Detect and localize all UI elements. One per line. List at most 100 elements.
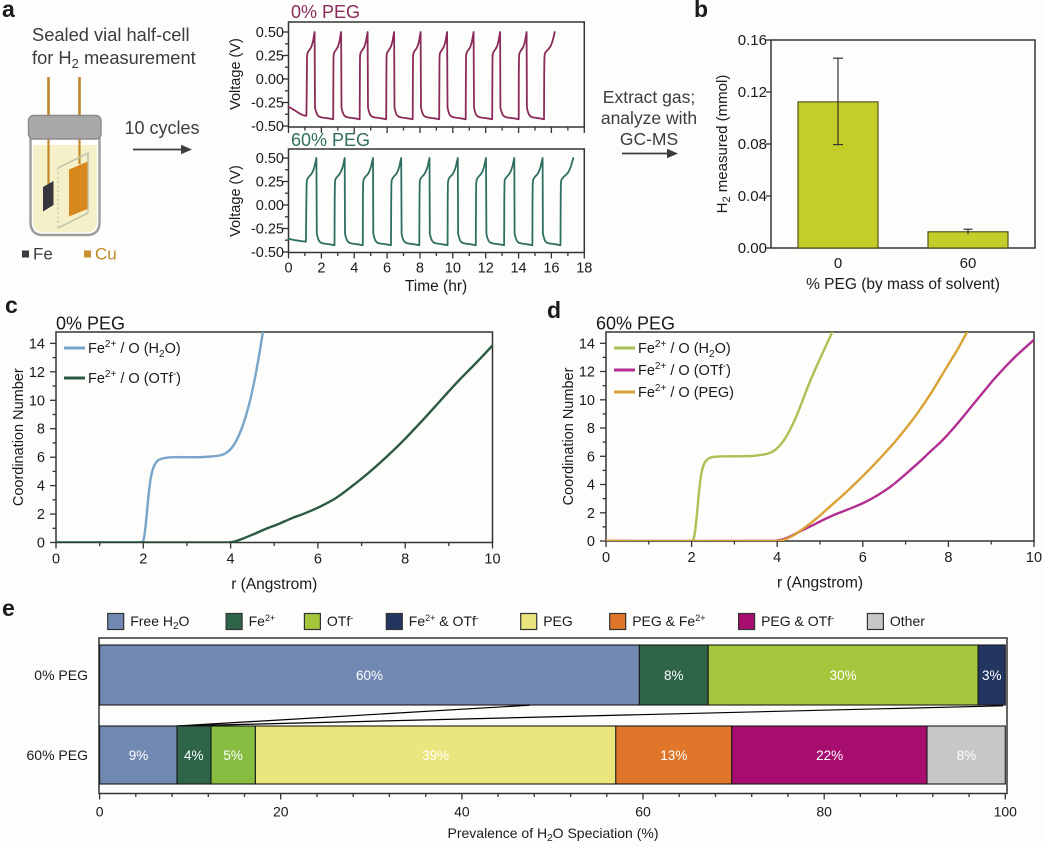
- svg-text:18: 18: [576, 261, 592, 277]
- svg-text:9%: 9%: [129, 748, 149, 763]
- svg-text:0% PEG: 0% PEG: [34, 667, 88, 683]
- svg-text:Fe2+ & OTf-: Fe2+ & OTf-: [409, 613, 479, 629]
- svg-text:12: 12: [579, 365, 595, 381]
- svg-text:Fe2+ / O (OTf-): Fe2+ / O (OTf-): [638, 361, 731, 379]
- svg-text:5%: 5%: [223, 748, 243, 763]
- svg-text:Other: Other: [890, 613, 925, 629]
- svg-text:PEG & OTf-: PEG & OTf-: [761, 613, 834, 629]
- svg-text:0: 0: [587, 534, 595, 550]
- svg-text:60: 60: [635, 804, 651, 820]
- svg-text:10: 10: [484, 552, 500, 568]
- svg-text:d: d: [547, 297, 561, 323]
- svg-text:8: 8: [37, 422, 45, 438]
- svg-text:4: 4: [587, 478, 595, 494]
- svg-text:10: 10: [579, 393, 595, 409]
- svg-text:6: 6: [859, 550, 867, 566]
- svg-text:8%: 8%: [664, 668, 684, 683]
- svg-text:Free H2O: Free H2O: [130, 613, 189, 632]
- svg-text:12: 12: [29, 365, 45, 381]
- svg-text:Fe2+ / O (H2O): Fe2+ / O (H2O): [638, 339, 731, 360]
- svg-text:r (Angstrom): r (Angstrom): [777, 575, 863, 592]
- svg-text:8: 8: [587, 421, 595, 437]
- svg-text:8: 8: [944, 550, 952, 566]
- svg-text:10 cycles: 10 cycles: [124, 118, 199, 138]
- svg-text:Time (hr): Time (hr): [405, 278, 467, 295]
- svg-text:0.50: 0.50: [256, 25, 284, 41]
- svg-text:r (Angstrom): r (Angstrom): [231, 576, 317, 593]
- svg-text:12: 12: [478, 261, 494, 277]
- svg-text:2: 2: [688, 550, 696, 566]
- svg-text:c: c: [5, 292, 18, 318]
- svg-text:-0.25: -0.25: [251, 96, 284, 112]
- svg-text:0.50: 0.50: [256, 151, 284, 167]
- svg-text:22%: 22%: [816, 748, 843, 763]
- svg-text:0.00: 0.00: [738, 240, 767, 257]
- svg-text:0.25: 0.25: [256, 175, 284, 191]
- svg-text:60%: 60%: [356, 668, 383, 683]
- svg-text:0.16: 0.16: [738, 32, 767, 49]
- svg-text:Extract gas;: Extract gas;: [603, 87, 695, 107]
- svg-text:60% PEG: 60% PEG: [596, 314, 675, 334]
- svg-text:OTf-: OTf-: [327, 613, 353, 629]
- svg-text:0.12: 0.12: [738, 84, 767, 101]
- svg-text:0: 0: [284, 261, 292, 277]
- svg-text:4: 4: [773, 550, 781, 566]
- svg-text:2: 2: [317, 261, 325, 277]
- svg-text:0% PEG: 0% PEG: [291, 2, 360, 22]
- svg-text:3%: 3%: [982, 668, 1002, 683]
- svg-text:% PEG (by mass of solvent): % PEG (by mass of solvent): [806, 276, 1000, 293]
- svg-text:Fe2+ / O (H2O): Fe2+ / O (H2O): [88, 339, 181, 360]
- svg-text:10: 10: [445, 261, 461, 277]
- svg-text:2: 2: [37, 507, 45, 523]
- svg-text:for H2 measurement: for H2 measurement: [32, 47, 196, 71]
- svg-text:0: 0: [834, 255, 842, 272]
- svg-text:8: 8: [416, 261, 424, 277]
- svg-text:10: 10: [29, 393, 45, 409]
- svg-text:10: 10: [1026, 550, 1042, 566]
- svg-text:H2 measured (mmol): H2 measured (mmol): [714, 75, 733, 214]
- svg-text:4: 4: [227, 552, 235, 568]
- svg-text:a: a: [2, 0, 15, 22]
- svg-text:-0.50: -0.50: [251, 119, 284, 135]
- svg-text:4: 4: [350, 261, 358, 277]
- svg-text:30%: 30%: [830, 668, 857, 683]
- svg-text:0.00: 0.00: [256, 198, 284, 214]
- svg-text:6: 6: [37, 450, 45, 466]
- svg-text:4: 4: [37, 479, 45, 495]
- svg-text:Sealed vial half-cell: Sealed vial half-cell: [32, 24, 190, 45]
- svg-text:2: 2: [587, 506, 595, 522]
- svg-text:80: 80: [816, 804, 832, 820]
- svg-text:0.04: 0.04: [738, 188, 767, 205]
- svg-text:8: 8: [401, 552, 409, 568]
- svg-text:60: 60: [960, 255, 977, 272]
- svg-text:8%: 8%: [957, 748, 977, 763]
- svg-text:20: 20: [273, 804, 289, 820]
- svg-text:0.08: 0.08: [738, 136, 767, 153]
- svg-text:b: b: [694, 0, 708, 22]
- svg-text:0.00: 0.00: [256, 72, 284, 88]
- svg-text:0: 0: [37, 536, 45, 552]
- svg-text:0: 0: [96, 804, 104, 820]
- svg-text:Fe2+ / O (OTf-): Fe2+ / O (OTf-): [88, 369, 181, 387]
- svg-text:0: 0: [602, 550, 610, 566]
- svg-text:Fe: Fe: [33, 245, 53, 264]
- svg-text:13%: 13%: [660, 748, 687, 763]
- svg-text:Voltage (V): Voltage (V): [228, 165, 244, 237]
- svg-text:0% PEG: 0% PEG: [56, 314, 125, 334]
- svg-text:2: 2: [139, 552, 147, 568]
- svg-text:Fe2+: Fe2+: [249, 613, 276, 629]
- svg-text:Coordination Number: Coordination Number: [11, 368, 27, 506]
- svg-text:6: 6: [314, 552, 322, 568]
- svg-text:6: 6: [587, 449, 595, 465]
- svg-text:0: 0: [52, 552, 60, 568]
- svg-text:Voltage (V): Voltage (V): [228, 38, 244, 110]
- svg-text:-0.25: -0.25: [251, 222, 284, 238]
- svg-text:16: 16: [543, 261, 559, 277]
- svg-text:60% PEG: 60% PEG: [27, 747, 88, 763]
- svg-text:PEG & Fe2+: PEG & Fe2+: [632, 613, 705, 629]
- svg-text:Prevalence of H2O Speciation (: Prevalence of H2O Speciation (%): [448, 825, 659, 844]
- svg-text:14: 14: [29, 336, 45, 352]
- svg-text:0.25: 0.25: [256, 49, 284, 65]
- svg-text:14: 14: [510, 261, 526, 277]
- svg-text:14: 14: [579, 336, 595, 352]
